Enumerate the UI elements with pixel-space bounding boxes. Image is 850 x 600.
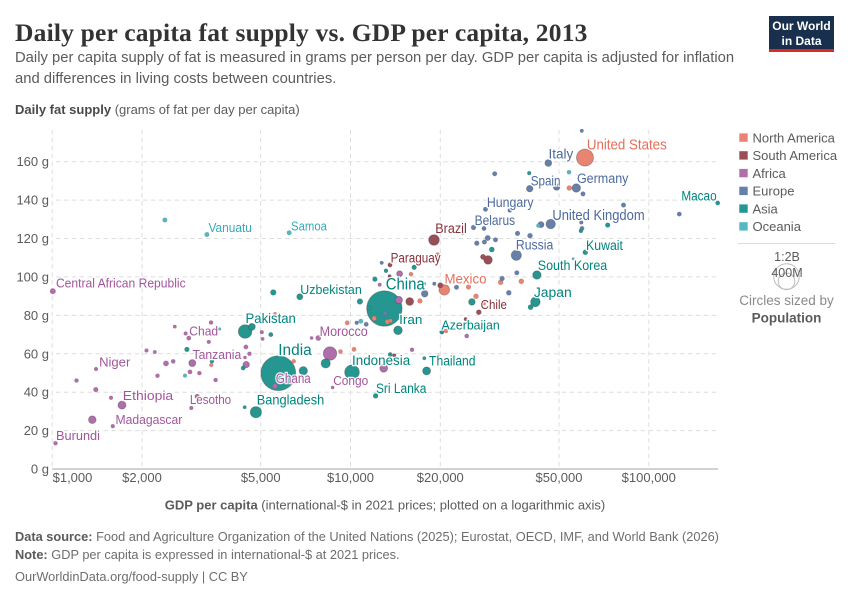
svg-text:Chad: Chad <box>189 324 218 339</box>
svg-text:100 g: 100 g <box>16 269 49 284</box>
svg-text:Central African Republic: Central African Republic <box>56 276 186 291</box>
svg-text:Population: Population <box>752 311 822 326</box>
svg-text:Thailand: Thailand <box>429 353 476 368</box>
svg-text:Italy: Italy <box>549 146 574 161</box>
svg-text:Asia: Asia <box>753 201 779 216</box>
svg-text:0 g: 0 g <box>31 462 49 477</box>
svg-text:United Kingdom: United Kingdom <box>552 208 644 224</box>
svg-text:Bangladesh: Bangladesh <box>257 392 325 408</box>
svg-text:Belarus: Belarus <box>475 213 516 228</box>
svg-text:400M: 400M <box>771 266 802 280</box>
svg-text:Iran: Iran <box>399 313 422 327</box>
svg-text:GDP per capita (international-: GDP per capita (international-$ in 2021 … <box>165 498 606 513</box>
svg-text:$10,000: $10,000 <box>327 470 374 485</box>
svg-text:Circles sized by: Circles sized by <box>739 293 834 308</box>
svg-text:$20,000: $20,000 <box>417 470 464 485</box>
svg-text:60 g: 60 g <box>24 346 49 361</box>
svg-text:Azerbaijan: Azerbaijan <box>442 317 500 332</box>
svg-text:Europe: Europe <box>753 184 795 199</box>
svg-text:Burundi: Burundi <box>56 428 100 443</box>
svg-text:Lesotho: Lesotho <box>190 392 231 407</box>
svg-text:Mexico: Mexico <box>445 271 487 286</box>
svg-text:Chile: Chile <box>481 297 507 312</box>
svg-text:Sri Lanka: Sri Lanka <box>376 381 427 396</box>
svg-text:120 g: 120 g <box>16 231 49 246</box>
svg-text:Pakistan: Pakistan <box>246 310 296 326</box>
svg-text:140 g: 140 g <box>16 193 49 208</box>
svg-text:Indonesia: Indonesia <box>352 353 411 368</box>
svg-text:Ethiopia: Ethiopia <box>123 388 174 403</box>
svg-text:160 g: 160 g <box>16 154 49 169</box>
svg-text:South Korea: South Korea <box>538 257 608 273</box>
svg-text:Africa: Africa <box>753 166 787 181</box>
svg-text:Oceania: Oceania <box>753 219 802 234</box>
svg-text:40 g: 40 g <box>24 385 49 400</box>
svg-text:20 g: 20 g <box>24 423 49 438</box>
svg-text:80 g: 80 g <box>24 308 49 323</box>
svg-text:Ghana: Ghana <box>276 371 311 386</box>
svg-text:Paraguay: Paraguay <box>391 251 441 266</box>
svg-text:Japan: Japan <box>534 285 572 300</box>
svg-text:Vanuatu: Vanuatu <box>208 220 252 235</box>
svg-text:India: India <box>278 342 312 359</box>
svg-text:Hungary: Hungary <box>487 195 534 210</box>
svg-text:Samoa: Samoa <box>291 219 328 234</box>
svg-text:$50,000: $50,000 <box>536 470 583 485</box>
svg-text:Macao: Macao <box>681 189 716 204</box>
svg-text:$5,000: $5,000 <box>241 470 281 485</box>
svg-text:Niger: Niger <box>99 356 130 370</box>
svg-text:Spain: Spain <box>531 173 561 188</box>
svg-text:North America: North America <box>753 130 836 145</box>
svg-text:Uzbekistan: Uzbekistan <box>300 282 362 297</box>
svg-text:$2,000: $2,000 <box>122 470 162 485</box>
svg-text:Congo: Congo <box>333 373 368 388</box>
svg-text:Kuwait: Kuwait <box>586 238 623 253</box>
svg-text:China: China <box>386 276 426 294</box>
svg-text:United States: United States <box>587 137 667 154</box>
svg-text:$100,000: $100,000 <box>622 470 676 485</box>
svg-text:Germany: Germany <box>577 171 629 186</box>
svg-text:Brazil: Brazil <box>435 221 467 236</box>
svg-text:Tanzania: Tanzania <box>193 347 243 362</box>
svg-text:Morocco: Morocco <box>320 324 368 339</box>
svg-text:1:2B: 1:2B <box>774 250 800 264</box>
svg-text:Russia: Russia <box>516 238 554 253</box>
svg-text:Madagascar: Madagascar <box>116 412 183 427</box>
svg-text:South America: South America <box>753 148 838 163</box>
svg-text:$1,000: $1,000 <box>53 470 93 485</box>
